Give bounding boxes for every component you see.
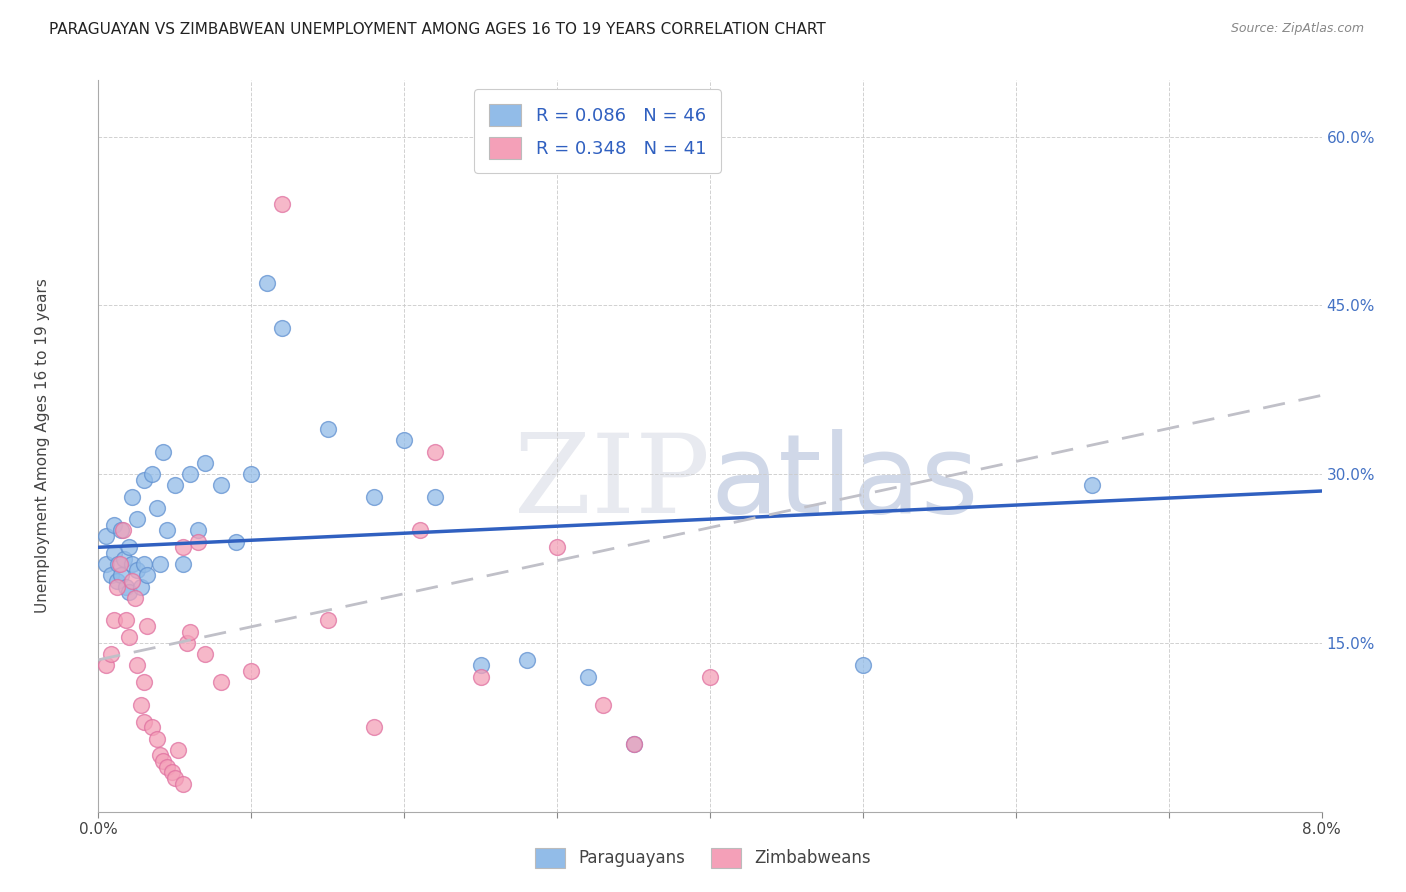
Point (152, 444, 174, 458)
Point (179, 624, 201, 639)
Text: Unemployment Among Ages 16 to 19 years: Unemployment Among Ages 16 to 19 years (35, 278, 49, 614)
Point (576, 670, 599, 684)
Point (103, 614, 125, 628)
Point (163, 771, 186, 785)
Point (134, 557, 156, 571)
Point (167, 743, 190, 757)
Point (145, 500, 167, 515)
Point (149, 557, 172, 571)
Point (141, 720, 163, 734)
Point (176, 636, 198, 650)
Point (136, 568, 159, 582)
Point (163, 478, 186, 492)
Point (187, 524, 209, 538)
Point (103, 546, 125, 560)
Point (240, 664, 263, 678)
Point (100, 568, 122, 582)
Point (118, 630, 141, 644)
Point (423, 444, 446, 458)
Point (110, 524, 132, 538)
Point (270, 321, 294, 335)
Point (194, 456, 217, 470)
Point (125, 563, 148, 577)
Point (149, 748, 172, 763)
Point (363, 720, 385, 734)
Point (270, 197, 294, 211)
Point (256, 276, 278, 290)
Point (172, 557, 194, 571)
Point (160, 765, 183, 780)
Point (194, 647, 217, 661)
Point (240, 467, 263, 482)
Point (105, 580, 128, 594)
Point (103, 517, 125, 532)
Legend: R = 0.086   N = 46, R = 0.348   N = 41: R = 0.086 N = 46, R = 0.348 N = 41 (474, 89, 721, 173)
Point (515, 653, 537, 667)
Point (316, 422, 339, 436)
Point (623, 737, 645, 751)
Text: ZIP: ZIP (515, 429, 710, 536)
Text: PARAGUAYAN VS ZIMBABWEAN UNEMPLOYMENT AMONG AGES 16 TO 19 YEARS CORRELATION CHAR: PARAGUAYAN VS ZIMBABWEAN UNEMPLOYMENT AM… (49, 22, 825, 37)
Point (107, 557, 129, 571)
Point (134, 714, 156, 729)
Point (187, 534, 209, 549)
Point (94, 529, 117, 543)
Point (699, 670, 721, 684)
Text: Source: ZipAtlas.com: Source: ZipAtlas.com (1230, 22, 1364, 36)
Point (546, 541, 568, 555)
Point (623, 737, 645, 751)
Point (136, 619, 159, 633)
Point (129, 580, 152, 594)
Point (408, 524, 430, 538)
Point (470, 670, 492, 684)
Point (592, 698, 614, 712)
Point (141, 467, 163, 482)
Point (423, 490, 446, 504)
Point (110, 568, 132, 582)
Point (124, 591, 146, 605)
Point (172, 541, 194, 555)
Point (129, 698, 152, 712)
Point (108, 557, 131, 571)
Point (209, 478, 232, 492)
Point (115, 614, 138, 628)
Point (392, 434, 416, 448)
Point (118, 541, 141, 555)
Point (112, 551, 135, 566)
Point (363, 490, 385, 504)
Point (105, 574, 128, 588)
Point (145, 731, 167, 746)
Point (852, 658, 875, 673)
Point (134, 473, 156, 487)
Point (121, 574, 143, 588)
Point (179, 467, 201, 482)
Point (94, 658, 117, 673)
Point (94, 557, 117, 571)
Point (156, 760, 179, 774)
Point (209, 675, 232, 690)
Point (1081, 478, 1104, 492)
Text: atlas: atlas (710, 429, 979, 536)
Point (118, 585, 141, 599)
Point (125, 512, 148, 526)
Point (225, 534, 247, 549)
Point (121, 490, 143, 504)
Point (125, 658, 148, 673)
Point (172, 776, 194, 790)
Point (134, 675, 156, 690)
Point (152, 754, 174, 768)
Point (156, 524, 179, 538)
Legend: Paraguayans, Zimbabweans: Paraguayans, Zimbabweans (529, 841, 877, 875)
Point (115, 580, 138, 594)
Point (316, 614, 339, 628)
Point (121, 557, 143, 571)
Point (470, 658, 492, 673)
Point (111, 524, 134, 538)
Point (100, 647, 122, 661)
